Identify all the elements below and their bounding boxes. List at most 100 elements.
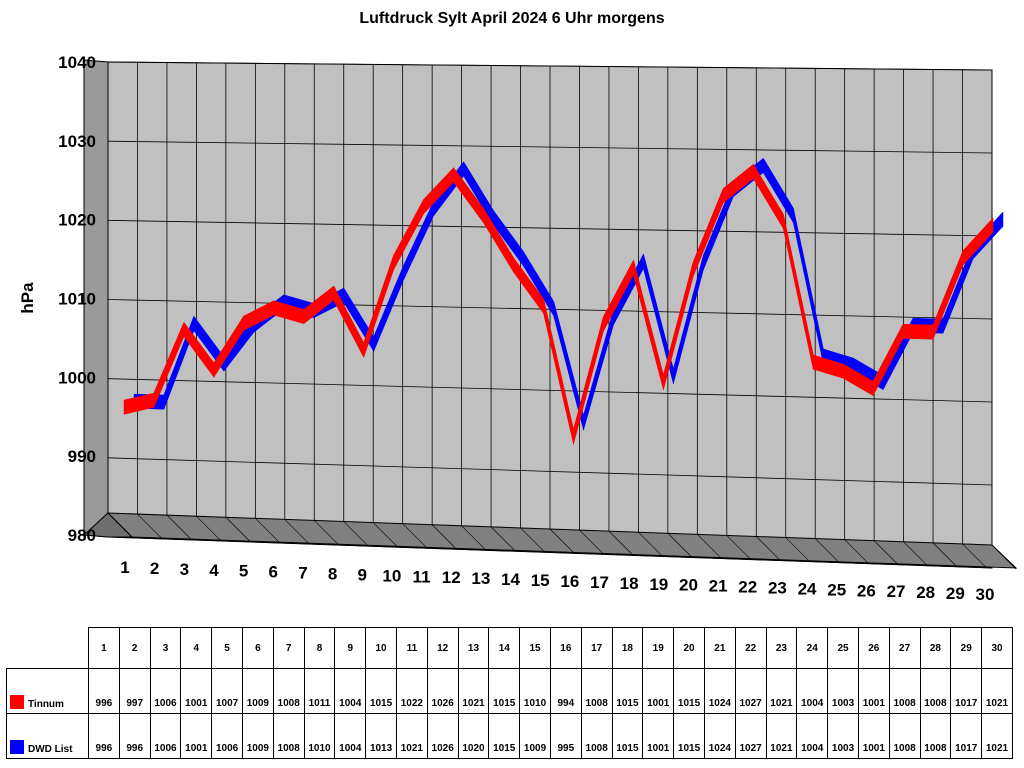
table-header-cell: 4 [181, 628, 212, 669]
x-tick-label: 28 [916, 583, 935, 602]
table-value-cell: 1003 [828, 714, 859, 759]
x-tick-label: 14 [501, 570, 520, 589]
x-tick-label: 20 [679, 576, 698, 595]
x-tick-label: 8 [328, 565, 337, 584]
legend-label: DWD List [28, 744, 72, 755]
table-value-cell: 1024 [704, 714, 735, 759]
table-series-label: Tinnum [7, 669, 89, 714]
table-value-cell: 1015 [674, 669, 705, 714]
table-value-cell: 1004 [797, 714, 828, 759]
table-header-cell: 7 [273, 628, 304, 669]
x-tick-label: 15 [531, 571, 550, 590]
x-tick-label: 13 [471, 569, 490, 588]
table-value-cell: 1021 [396, 714, 427, 759]
y-tick-label: 1000 [58, 368, 96, 387]
table-value-cell: 1021 [458, 669, 489, 714]
table-value-cell: 1007 [212, 669, 243, 714]
table-value-cell: 1001 [858, 669, 889, 714]
x-tick-label: 26 [857, 581, 876, 600]
table-header-cell: 9 [335, 628, 366, 669]
table-header-cell: 24 [797, 628, 828, 669]
table-value-cell: 1021 [982, 714, 1013, 759]
table-value-cell: 1024 [704, 669, 735, 714]
table-value-cell: 1008 [920, 714, 951, 759]
table-value-cell: 1001 [181, 714, 212, 759]
table-header-cell: 30 [982, 628, 1013, 669]
table-value-cell: 1009 [242, 714, 273, 759]
y-axis-label: hPa [18, 282, 37, 314]
table-header-cell: 5 [212, 628, 243, 669]
chart-walls [84, 60, 992, 568]
table-value-cell: 1010 [304, 714, 335, 759]
table-value-cell: 1015 [612, 714, 643, 759]
table-value-cell: 995 [550, 714, 581, 759]
table-value-cell: 1026 [427, 669, 458, 714]
x-tick-label: 23 [768, 578, 787, 597]
x-tick-label: 2 [150, 559, 159, 578]
table-value-cell: 1001 [858, 714, 889, 759]
table-value-cell: 1006 [150, 714, 181, 759]
x-tick-label: 10 [382, 566, 401, 585]
table-series-label: DWD List [7, 714, 89, 759]
table-value-cell: 1010 [520, 669, 551, 714]
table-value-cell: 1027 [735, 669, 766, 714]
table-value-cell: 1017 [951, 714, 982, 759]
table-value-cell: 1001 [643, 714, 674, 759]
table-value-cell: 1004 [335, 669, 366, 714]
x-tick-label: 22 [738, 578, 757, 597]
table-value-cell: 1021 [982, 669, 1013, 714]
table-value-cell: 1008 [581, 714, 612, 759]
x-tick-label: 24 [798, 579, 817, 598]
table-value-cell: 1008 [273, 714, 304, 759]
table-value-cell: 1008 [581, 669, 612, 714]
table-header-cell: 23 [766, 628, 797, 669]
table-header-cell: 28 [920, 628, 951, 669]
table-header-cell: 21 [704, 628, 735, 669]
table-value-cell: 996 [89, 714, 120, 759]
table-value-cell: 1017 [951, 669, 982, 714]
legend-swatch [10, 695, 24, 709]
table-value-cell: 1009 [520, 714, 551, 759]
x-tick-label: 6 [269, 563, 278, 582]
x-tick-label: 1 [120, 558, 129, 577]
table-header-cell: 12 [427, 628, 458, 669]
y-tick-label: 1010 [58, 290, 96, 309]
table-header-cell: 25 [828, 628, 859, 669]
legend-label: Tinnum [28, 699, 64, 710]
table-value-cell: 1006 [150, 669, 181, 714]
table-header-cell: 10 [366, 628, 397, 669]
table-header-cell: 18 [612, 628, 643, 669]
x-tick-label: 3 [180, 560, 189, 579]
table-value-cell: 996 [89, 669, 120, 714]
x-tick-label: 4 [209, 561, 219, 580]
legend-swatch [10, 740, 24, 754]
x-tick-label: 5 [239, 562, 248, 581]
x-tick-label: 11 [413, 567, 431, 586]
table-value-cell: 1015 [674, 714, 705, 759]
table-row: DWD List 996 996 1006 1001 1006 1009 1008 1010 10… [7, 714, 1013, 759]
table-value-cell: 994 [550, 669, 581, 714]
table-header-cell: 29 [951, 628, 982, 669]
table-header-cell: 19 [643, 628, 674, 669]
table-header-cell: 6 [242, 628, 273, 669]
table-header-cell: 22 [735, 628, 766, 669]
table-value-cell: 1013 [366, 714, 397, 759]
table-header-cell: 27 [889, 628, 920, 669]
table-value-cell: 1021 [766, 669, 797, 714]
table-value-cell: 1026 [427, 714, 458, 759]
x-tick-label: 29 [946, 584, 965, 603]
table-corner [7, 628, 89, 669]
x-tick-label: 27 [887, 582, 906, 601]
table-header-cell: 3 [150, 628, 181, 669]
table-value-cell: 1009 [242, 669, 273, 714]
table-header-cell: 13 [458, 628, 489, 669]
table-value-cell: 1020 [458, 714, 489, 759]
data-table: 1 2 3 4 5 6 7 8 9 10 11 12 13 14 15 16 17 18 19 20 21 22 23 24 2… [6, 627, 1013, 759]
y-tick-label: 980 [68, 526, 96, 545]
table-value-cell: 1008 [273, 669, 304, 714]
table-value-cell: 1006 [212, 714, 243, 759]
table-value-cell: 997 [119, 669, 150, 714]
table-value-cell: 1001 [181, 669, 212, 714]
x-tick-label: 25 [827, 580, 846, 599]
x-tick-label: 16 [560, 572, 579, 591]
